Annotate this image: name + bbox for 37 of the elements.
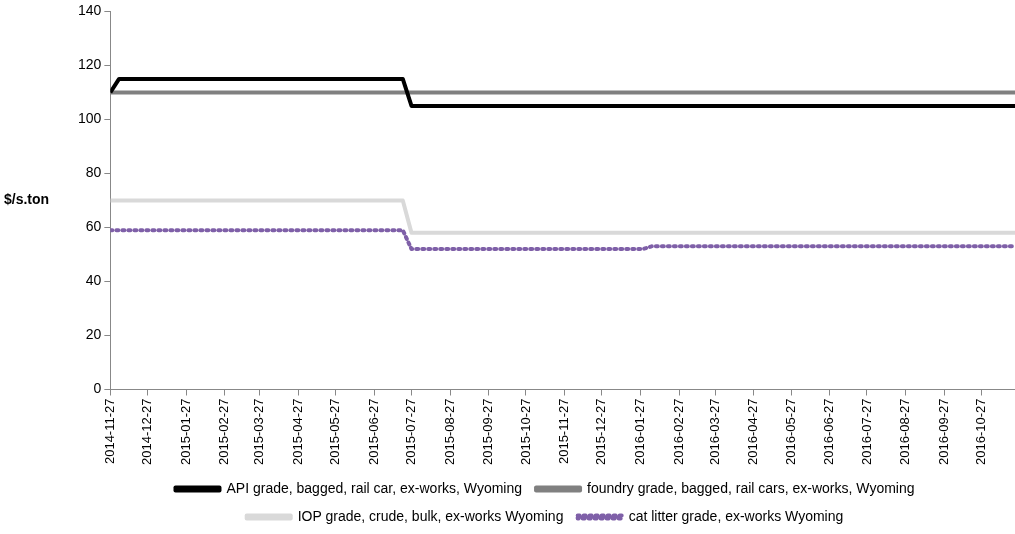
- x-tick-label: 2016-09-27: [935, 398, 951, 465]
- legend-label: IOP grade, crude, bulk, ex-works Wyoming: [297, 507, 564, 524]
- y-axis-title: $/s.ton: [4, 191, 50, 208]
- x-tick-label: 2015-07-27: [403, 398, 419, 465]
- y-tick-label: 40: [85, 272, 102, 289]
- x-tick-label: 2014-11-27: [101, 398, 117, 465]
- x-tick-label: 2015-10-27: [517, 398, 533, 465]
- x-tick-label: 2015-06-27: [365, 398, 381, 465]
- x-tick-label: 2015-08-27: [441, 398, 457, 465]
- x-tick-label: 2015-11-27: [556, 398, 572, 465]
- x-tick-label: 2016-07-27: [858, 398, 874, 465]
- x-tick-label: 2015-05-27: [327, 398, 343, 465]
- y-tick-label: 0: [93, 380, 102, 397]
- y-tick-label: 100: [78, 110, 102, 127]
- x-tick-label: 2016-10-27: [972, 398, 988, 465]
- legend-label: cat litter grade, ex-works Wyoming: [628, 507, 844, 524]
- x-tick-label: 2016-01-27: [632, 398, 648, 465]
- x-tick-label: 2016-02-27: [670, 398, 686, 465]
- x-tick-label: 2016-03-27: [706, 398, 722, 465]
- y-tick-label: 140: [78, 2, 102, 19]
- x-tick-label: 2016-06-27: [821, 398, 837, 465]
- x-tick-label: 2015-01-27: [177, 398, 193, 465]
- x-tick-label: 2014-12-27: [139, 398, 155, 465]
- x-tick-label: 2015-09-27: [480, 398, 496, 465]
- legend-label: API grade, bagged, rail car, ex-works, Wyoming: [226, 479, 523, 496]
- x-tick-label: 2015-12-27: [593, 398, 609, 465]
- y-tick-label: 20: [85, 326, 102, 343]
- y-tick-label: 60: [85, 218, 102, 235]
- y-tick-label: 120: [78, 56, 102, 73]
- x-tick-label: 2015-02-27: [216, 398, 232, 465]
- legend-label: foundry grade, bagged, rail cars, ex-works, Wyoming: [587, 479, 915, 496]
- x-tick-label: 2015-03-27: [251, 398, 267, 465]
- x-tick-label: 2016-08-27: [897, 398, 913, 465]
- y-tick-label: 80: [85, 164, 102, 181]
- x-tick-label: 2016-04-27: [745, 398, 761, 465]
- x-tick-label: 2016-05-27: [782, 398, 798, 465]
- x-tick-label: 2015-04-27: [289, 398, 305, 465]
